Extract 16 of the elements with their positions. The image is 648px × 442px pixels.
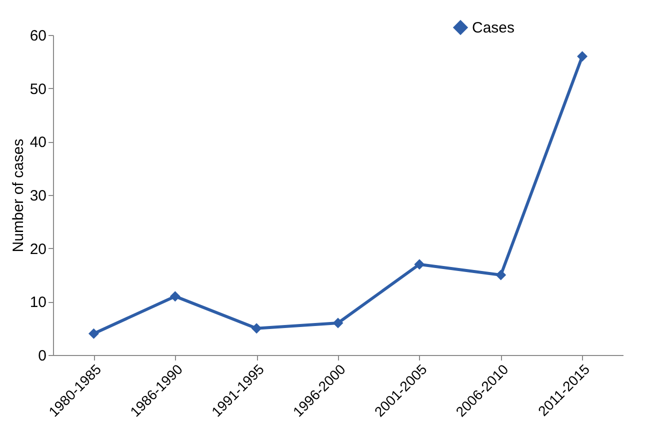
y-tick-label: 10 [30, 294, 46, 312]
point [577, 51, 588, 62]
point [332, 318, 344, 328]
point [251, 323, 262, 334]
point [88, 328, 99, 339]
y-tick-label: 40 [30, 134, 46, 152]
y-tick-label: 30 [30, 188, 46, 204]
y-tick-label: 60 [30, 28, 46, 44]
y-tick-label: 0 [38, 348, 46, 364]
point [496, 270, 506, 280]
y-tick-label: 50 [30, 80, 46, 98]
legend-label: Cases [472, 20, 515, 36]
point [170, 291, 180, 302]
point [414, 259, 425, 270]
y-axis-title: Number of cases [10, 138, 27, 252]
y-tick-label: 20 [30, 240, 46, 258]
